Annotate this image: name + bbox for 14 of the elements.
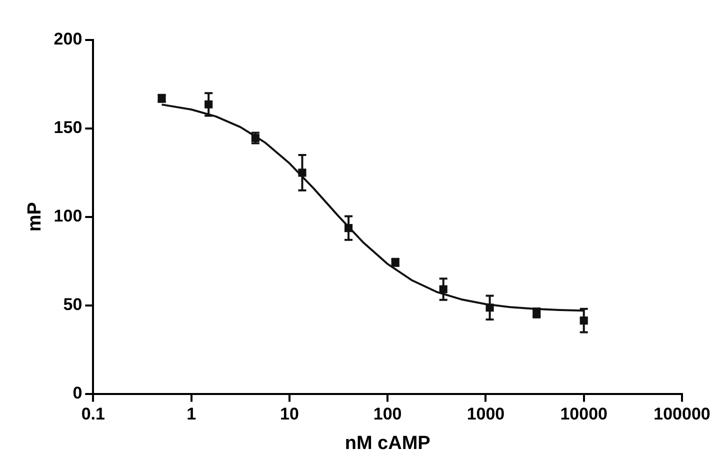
x-tick-label: 1000 <box>466 404 505 424</box>
y-tick-label: 200 <box>54 30 82 49</box>
x-tick-label: 0.1 <box>81 404 105 424</box>
y-tick-label: 150 <box>54 118 82 138</box>
x-tick-label: 100 <box>373 404 402 424</box>
x-tick-label: 1 <box>186 404 196 424</box>
x-tick-label: 10000 <box>560 404 608 424</box>
y-axis-title: mP <box>24 202 46 232</box>
y-tick-label: 0 <box>72 383 82 402</box>
y-tick-label: 100 <box>54 206 82 226</box>
x-axis-title: nM cAMP <box>344 432 431 454</box>
x-tick-label: 10 <box>280 404 299 424</box>
x-tick-label: 100000 <box>654 404 710 424</box>
y-tick-label: 50 <box>63 295 82 314</box>
